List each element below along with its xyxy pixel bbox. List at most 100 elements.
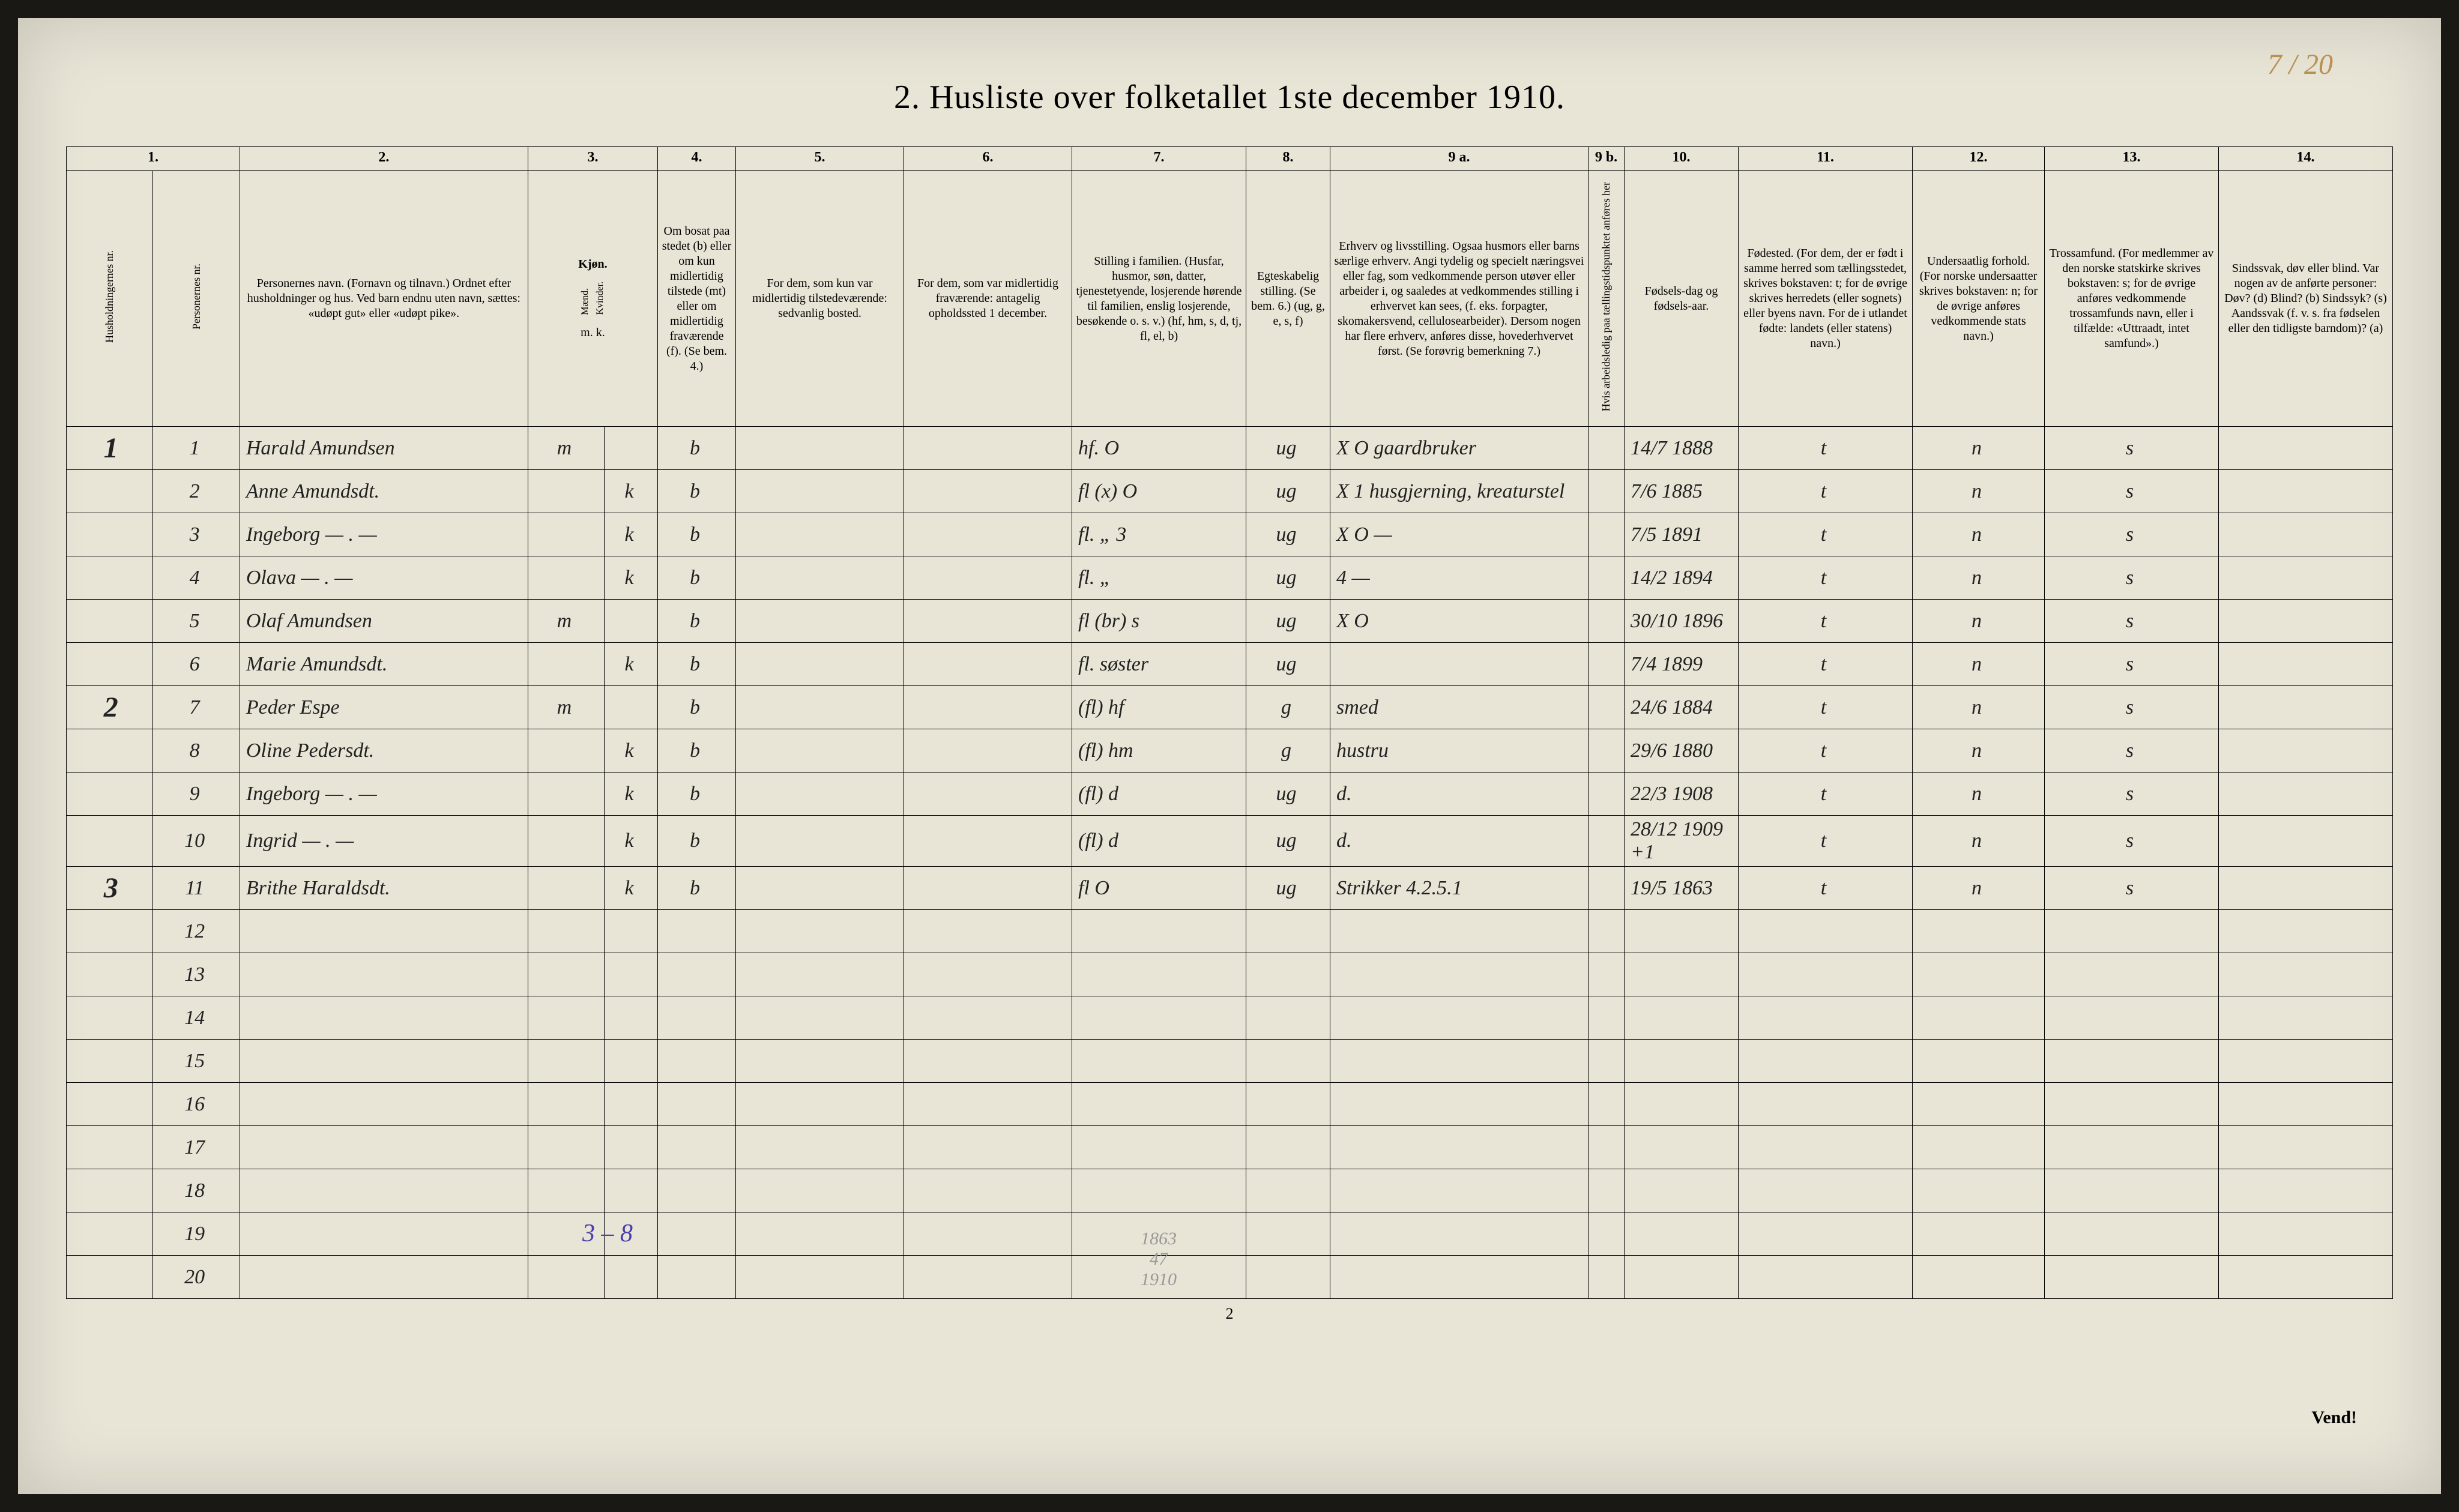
cell-disability [2219,513,2393,556]
cell-occupation [1330,1126,1589,1169]
cell-sex-m [528,816,604,867]
cell-religion: s [2045,470,2219,513]
cell-usual-place [736,1212,904,1256]
cell-religion [2045,1126,2219,1169]
hdr-unemployed: Hvis arbeidsledig paa tællingstidspunkte… [1589,171,1625,427]
cell-family-pos [1072,1169,1246,1212]
table-row: 4Olava — . —kbfl. „ug4 —14/2 1894tns [67,556,2393,600]
colnum-6: 6. [904,147,1072,171]
cell-religion: s [2045,643,2219,686]
cell-nationality [1913,1212,2045,1256]
cell-unemployed [1589,470,1625,513]
hdr-disability: Sindssvak, døv eller blind. Var nogen av… [2219,171,2393,427]
cell-household-no [67,773,153,816]
hdr-usual-place: For dem, som kun var midlertidig tilsted… [736,171,904,427]
cell-nationality: n [1913,643,2045,686]
cell-residence [658,1126,736,1169]
cell-sex-m [528,773,604,816]
cell-name [240,1040,528,1083]
cell-name: Harald Amundsen [240,427,528,470]
colnum-4: 4. [658,147,736,171]
cell-nationality [1913,910,2045,953]
cell-disability [2219,729,2393,773]
hdr-family-pos: Stilling i familien. (Husfar, husmor, sø… [1072,171,1246,427]
cell-sex-m [528,1169,604,1212]
cell-birthdate [1625,953,1739,996]
cell-household-no [67,1126,153,1169]
cell-birthplace: t [1739,643,1913,686]
cell-absent-place [904,1040,1072,1083]
colnum-9b: 9 b. [1589,147,1625,171]
cell-unemployed [1589,1040,1625,1083]
cell-family-pos: fl O [1072,867,1246,910]
cell-residence [658,1256,736,1299]
cell-residence: b [658,867,736,910]
cell-sex-k [604,910,657,953]
cell-family-pos: (fl) d [1072,816,1246,867]
cell-disability [2219,1126,2393,1169]
cell-birthdate: 7/5 1891 [1625,513,1739,556]
cell-absent-place [904,729,1072,773]
cell-usual-place [736,686,904,729]
cell-residence: b [658,600,736,643]
cell-sex-k [604,1083,657,1126]
cell-usual-place [736,729,904,773]
colnum-1: 1. [67,147,240,171]
cell-religion: s [2045,686,2219,729]
cell-residence: b [658,816,736,867]
cell-religion [2045,996,2219,1040]
cell-unemployed [1589,1256,1625,1299]
cell-sex-m [528,867,604,910]
cell-birthplace: t [1739,773,1913,816]
table-row: 19 [67,1212,2393,1256]
cell-disability [2219,1169,2393,1212]
cell-marital [1246,910,1330,953]
cell-usual-place [736,1126,904,1169]
cell-occupation: Strikker 4.2.5.1 [1330,867,1589,910]
cell-marital: ug [1246,643,1330,686]
cell-person-no: 7 [153,686,240,729]
cell-disability [2219,1256,2393,1299]
cell-occupation [1330,1040,1589,1083]
cell-person-no: 16 [153,1083,240,1126]
cell-family-pos: fl. søster [1072,643,1246,686]
turn-page-label: Vend! [2311,1408,2357,1428]
cell-household-no [67,953,153,996]
cell-sex-k: k [604,867,657,910]
cell-birthplace [1739,910,1913,953]
cell-absent-place [904,910,1072,953]
cell-household-no [67,816,153,867]
cell-family-pos [1072,910,1246,953]
cell-name [240,996,528,1040]
hdr-residence: Om bosat paa stedet (b) eller om kun mid… [658,171,736,427]
cell-family-pos: (fl) d [1072,773,1246,816]
cell-nationality: n [1913,556,2045,600]
pencil-annotation: 1863 47 1910 [1141,1229,1177,1290]
cell-unemployed [1589,1083,1625,1126]
cell-sex-k: k [604,773,657,816]
cell-occupation [1330,1212,1589,1256]
cell-sex-k: k [604,556,657,600]
cell-birthdate: 7/6 1885 [1625,470,1739,513]
table-row: 14 [67,996,2393,1040]
cell-occupation: X O gaardbruker [1330,427,1589,470]
cell-person-no: 19 [153,1212,240,1256]
cell-usual-place [736,910,904,953]
cell-birthdate: 19/5 1863 [1625,867,1739,910]
cell-absent-place [904,867,1072,910]
cell-name: Ingeborg — . — [240,513,528,556]
table-row: 18 [67,1169,2393,1212]
cell-absent-place [904,953,1072,996]
cell-birthplace [1739,1083,1913,1126]
cell-sex-k [604,1126,657,1169]
cell-person-no: 3 [153,513,240,556]
cell-occupation: X O [1330,600,1589,643]
cell-religion [2045,1040,2219,1083]
cell-disability [2219,1040,2393,1083]
table-row: 6Marie Amundsdt.kbfl. søsterug7/4 1899tn… [67,643,2393,686]
cell-occupation [1330,1169,1589,1212]
cell-nationality [1913,1256,2045,1299]
cell-sex-k [604,686,657,729]
cell-name: Ingrid — . — [240,816,528,867]
cell-absent-place [904,1083,1072,1126]
